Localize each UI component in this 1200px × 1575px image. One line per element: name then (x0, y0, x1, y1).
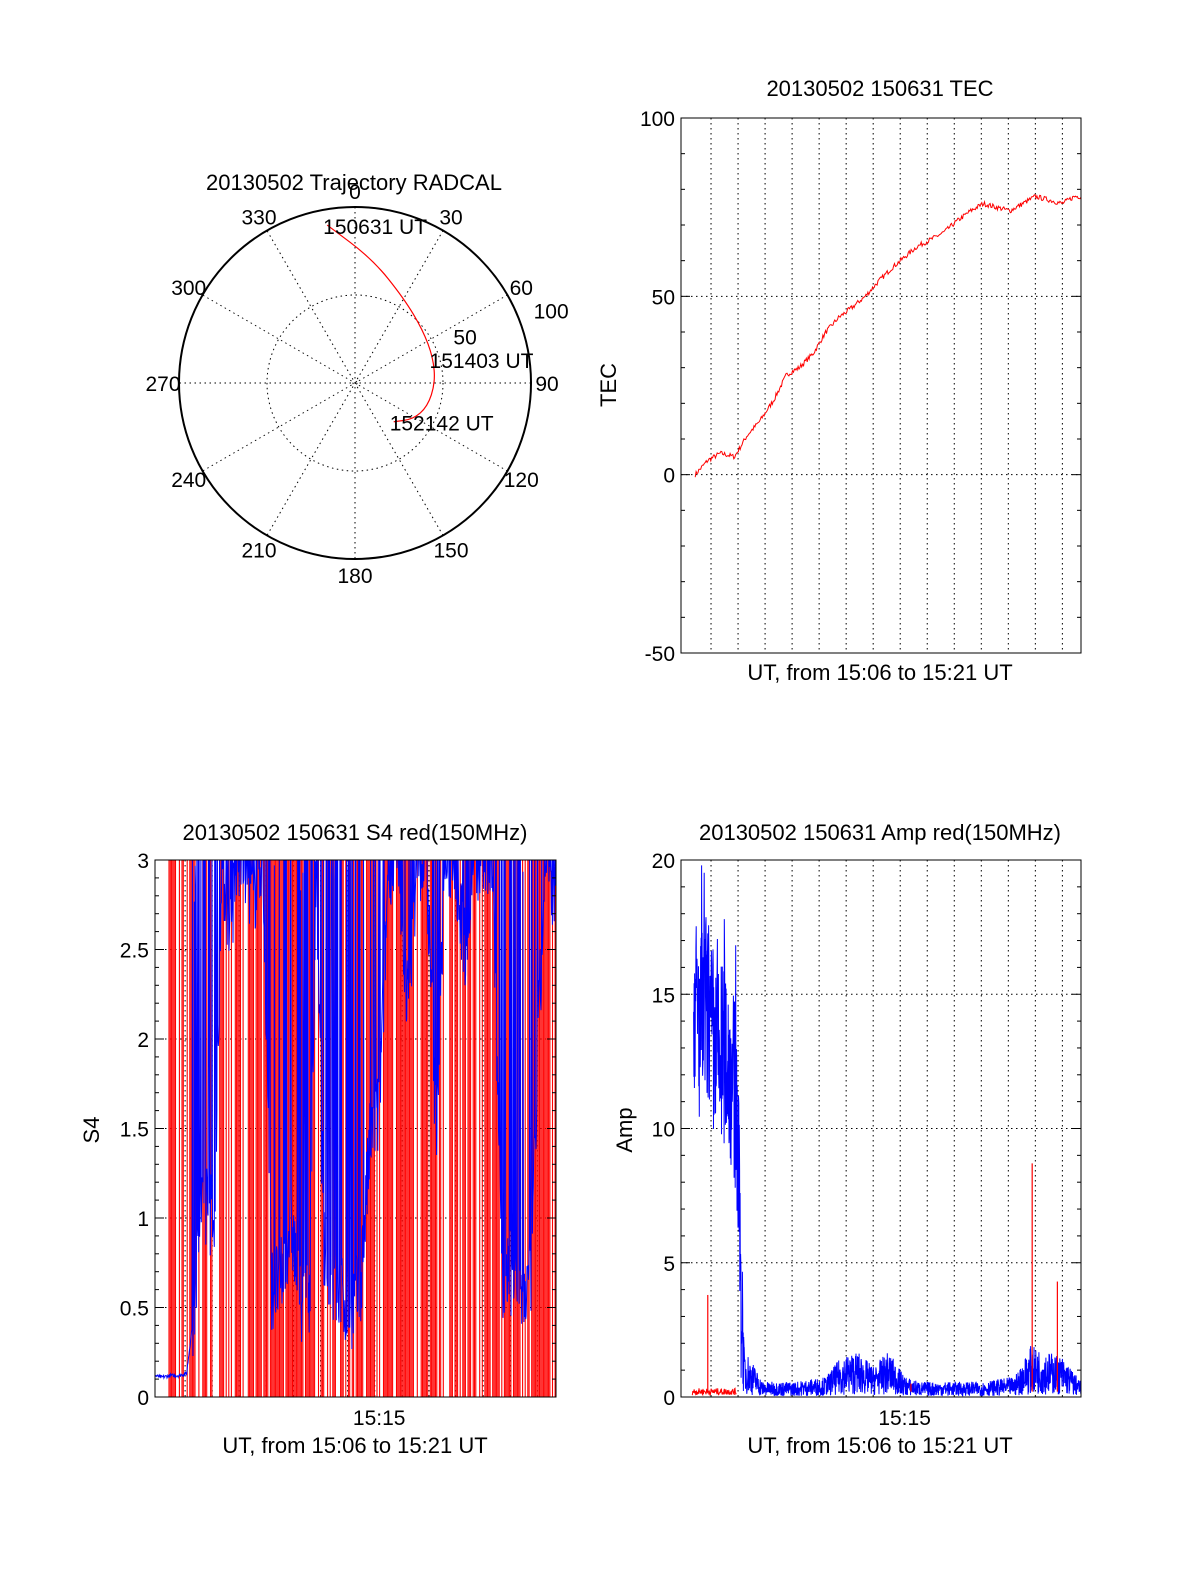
amp-red-baseline (691, 1387, 737, 1397)
y-axis-label: TEC (596, 363, 621, 407)
time-annotation: 152142 UT (390, 413, 494, 436)
y-tick-label: 3 (137, 850, 149, 873)
y-axis-label: S4 (79, 1117, 104, 1144)
amp-chart: 20130502 150631 Amp red(150MHz) 20 15 10 5 0… (612, 820, 1082, 1458)
y-tick-label: 2 (137, 1029, 149, 1052)
x-tick-label: 15:15 (878, 1407, 931, 1430)
azimuth-label: 0 (349, 181, 361, 204)
y-tick-label: 50 (652, 286, 675, 309)
x-axis-label: UT, from 15:06 to 15:21 UT (747, 660, 1012, 685)
azimuth-label: 150 (433, 539, 468, 562)
azimuth-label: 300 (171, 277, 206, 300)
y-axis-label: Amp (612, 1107, 637, 1152)
y-tick-label: 10 (652, 1119, 675, 1142)
y-tick-label: 20 (652, 850, 675, 873)
time-annotation: 151403 UT (430, 350, 534, 373)
chart-title: 20130502 150631 Amp red(150MHz) (699, 820, 1061, 845)
y-tick-label: 0 (663, 465, 675, 488)
trajectory-line (326, 224, 435, 423)
tec-line (694, 194, 1082, 478)
y-tick-label: 100 (640, 108, 675, 131)
azimuth-label: 330 (241, 207, 276, 230)
s4-series-group (155, 860, 556, 1397)
azimuth-label: 60 (510, 277, 533, 300)
radial-ring-label: 50 (453, 327, 476, 350)
y-tick-label: -50 (645, 643, 675, 666)
azimuth-label: 210 (241, 539, 276, 562)
azimuth-label: 270 (145, 373, 180, 396)
chart-title: 20130502 150631 TEC (766, 76, 993, 101)
y-tick-label: 0 (137, 1387, 149, 1410)
azimuth-label: 240 (171, 469, 206, 492)
azimuth-label: 90 (535, 373, 558, 396)
y-tick-label: 5 (663, 1253, 675, 1276)
y-tick-label: 1 (137, 1208, 149, 1231)
y-tick-label: 1.5 (120, 1119, 149, 1142)
azimuth-label: 30 (439, 207, 462, 230)
x-axis-label: UT, from 15:06 to 15:21 UT (747, 1433, 1012, 1458)
x-axis-label: UT, from 15:06 to 15:21 UT (222, 1433, 487, 1458)
time-annotation: 150631 UT (323, 216, 427, 239)
radial-ring-label: 100 (534, 300, 569, 323)
tec-chart: 20130502 150631 TEC 100 50 0 -50 UT, from 1… (596, 76, 1082, 685)
plot-frame (680, 117, 1082, 654)
y-tick-label: 2.5 (120, 940, 149, 963)
s4-blue-line (155, 860, 556, 1380)
y-tick-label: 0.5 (120, 1298, 149, 1321)
x-tick-label: 15:15 (353, 1407, 406, 1430)
y-tick-label: 0 (663, 1387, 675, 1410)
trajectory-polar-chart: 20130502 Trajectory RADCAL 0 30 60 90 120 150… (145, 170, 568, 588)
s4-chart: 20130502 150631 S4 red(150MHz) 3 2.5 2 1.5 1… (79, 820, 557, 1458)
chart-title: 20130502 150631 S4 red(150MHz) (183, 820, 528, 845)
polar-grid-ring (266, 294, 444, 472)
y-tick-label: 15 (652, 984, 675, 1007)
azimuth-label: 120 (504, 469, 539, 492)
polar-grid-center (352, 380, 358, 386)
polar-outer-ring (178, 206, 532, 560)
chart-title: 20130502 Trajectory RADCAL (206, 170, 502, 195)
azimuth-label: 180 (337, 565, 372, 588)
polar-grid-spoke (266, 230, 444, 536)
amp-blue-line (693, 865, 1082, 1397)
